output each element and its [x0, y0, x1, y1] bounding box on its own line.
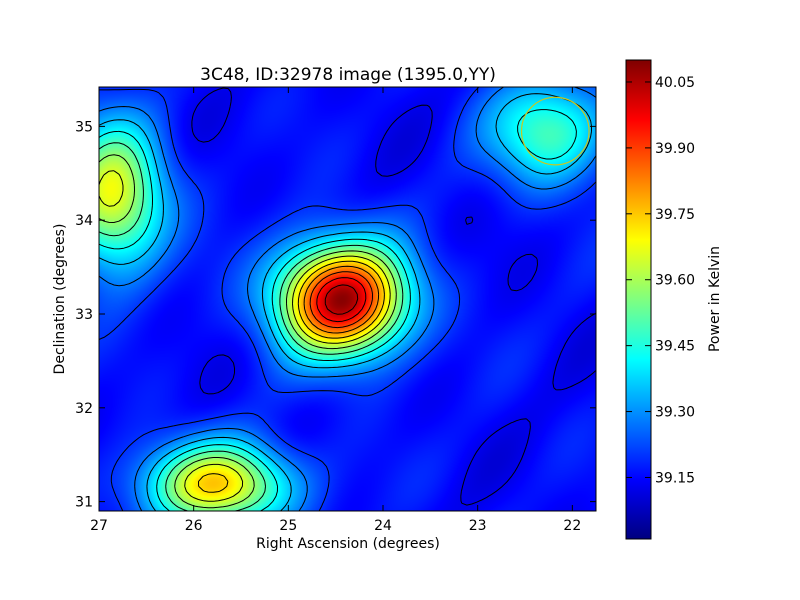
- colorbar-gradient: [625, 59, 652, 540]
- heatmap-image: [99, 87, 596, 511]
- colorbar-ticks: 39.15 39.30 39.45 39.60 39.75 39.90 40.05: [626, 75, 695, 486]
- y-tick-label: 35: [75, 119, 93, 135]
- colorbar-tick-label: 39.90: [655, 141, 695, 157]
- plot-frame: [98, 86, 597, 512]
- contour-level-8: [98, 170, 391, 502]
- x-axis-label: Right Ascension (degrees): [256, 536, 440, 552]
- contour-level-9: [198, 260, 385, 493]
- contour-level-10: [303, 265, 380, 334]
- colorbar-label: Power in Kelvin: [707, 246, 723, 352]
- y-tick-label: 31: [75, 495, 93, 511]
- x-axis: 27 26 25 24 23 22: [90, 87, 581, 534]
- contour-level-5: [98, 109, 577, 512]
- contour-level-6: [98, 142, 404, 512]
- x-tick-label: 27: [90, 518, 108, 534]
- contour-level-1: [191, 87, 597, 506]
- y-tick-label: 33: [75, 307, 93, 323]
- y-tick-label: 32: [75, 401, 93, 417]
- x-tick-label: 25: [279, 518, 297, 534]
- colorbar-tick-label: 39.60: [655, 273, 695, 289]
- contour-lines: [98, 86, 597, 512]
- y-axis-label: Declination (degrees): [52, 224, 68, 375]
- contour-level-13: [324, 284, 359, 315]
- y-axis: 31 32 33 34 35: [75, 119, 596, 511]
- colorbar-tick-label: 39.15: [655, 470, 695, 486]
- contour-level-4: [98, 93, 592, 512]
- contour-level-2: [98, 86, 597, 512]
- contour-level-12: [316, 277, 367, 323]
- y-tick-label: 34: [75, 213, 93, 229]
- x-tick-label: 24: [374, 518, 392, 534]
- plot-area: [98, 86, 597, 512]
- x-tick-label: 26: [185, 518, 203, 534]
- contour-level-7: [98, 154, 397, 509]
- x-tick-label: 23: [469, 518, 487, 534]
- colorbar-tick-label: 39.75: [655, 207, 695, 223]
- x-tick-label: 22: [563, 518, 581, 534]
- colorbar: 39.15 39.30 39.45 39.60 39.75 39.90 40.05 Powe…: [625, 59, 723, 540]
- chart-title: 3C48, ID:32978 image (1395.0,YY): [200, 65, 496, 85]
- colorbar-tick-label: 39.45: [655, 339, 695, 355]
- colorbar-tick-label: 40.05: [655, 75, 695, 91]
- contour-level-3: [98, 86, 597, 512]
- contour-level-11: [309, 271, 373, 329]
- beam-circle: [520, 96, 590, 166]
- colorbar-tick-label: 39.30: [655, 405, 695, 421]
